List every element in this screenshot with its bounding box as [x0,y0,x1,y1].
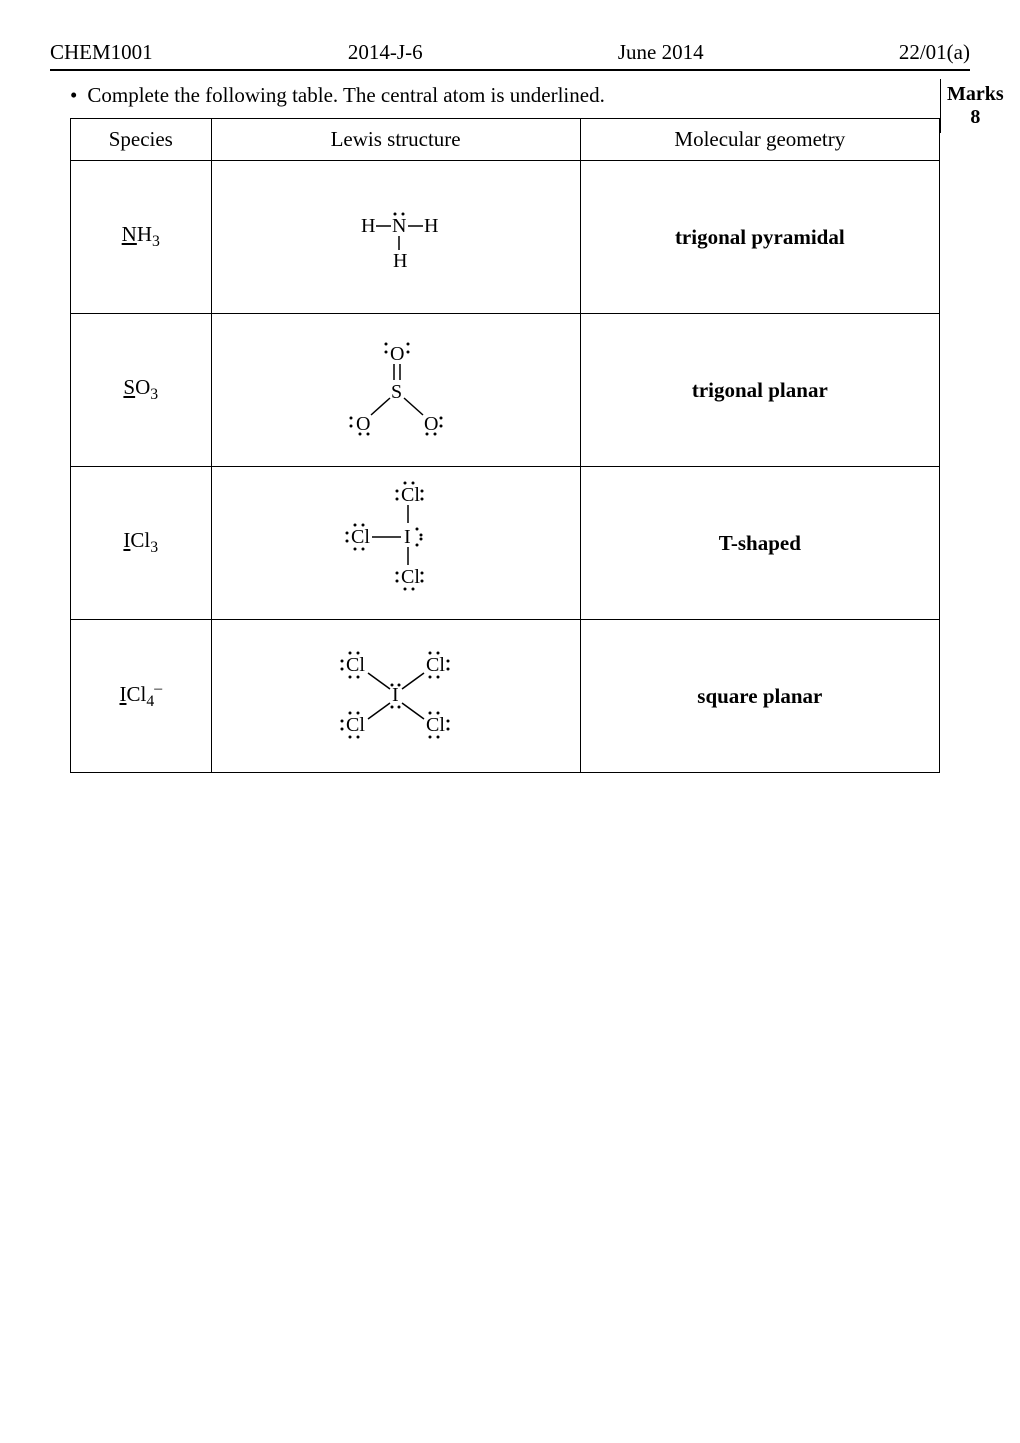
svg-text:H: H [361,215,375,237]
lewis-icl4: I Cl Cl [296,631,496,761]
species-rest: Cl [126,682,146,706]
species-central: N [122,222,137,246]
geometry-value: trigonal pyramidal [675,225,845,249]
table-row: NH3 H N H H trigonal pyramidal [71,161,940,314]
svg-text:Cl: Cl [426,714,445,736]
svg-text:O: O [424,413,438,435]
species-rest: H [137,222,152,246]
col-geometry: Molecular geometry [580,119,939,161]
lewis-so3: O S O O [316,330,476,450]
geometry-cell: square planar [580,620,939,773]
instruction-text: • Complete the following table. The centr… [50,79,940,118]
species-rest: O [135,375,150,399]
marks-box: Marks 8 [940,79,1010,133]
svg-text:O: O [356,413,370,435]
species-cell: ICl4– [71,620,212,773]
item-code: 2014-J-6 [348,40,423,65]
geometry-cell: trigonal planar [580,314,939,467]
species-cell: NH3 [71,161,212,314]
lewis-cell: H N H H [211,161,580,314]
svg-text:I: I [392,684,399,706]
svg-text:Cl: Cl [401,484,420,506]
geometry-value: T-shaped [719,531,801,555]
species-central: S [123,375,135,399]
marks-label: Marks [947,83,1004,105]
geometry-cell: trigonal pyramidal [580,161,939,314]
svg-text:N: N [392,215,406,237]
svg-text:S: S [391,381,402,403]
species-sub: 3 [152,234,160,251]
lewis-cell: Cl Cl I [211,467,580,620]
geometry-value: square planar [697,684,822,708]
col-lewis: Lewis structure [211,119,580,161]
lewis-cell: I Cl Cl [211,620,580,773]
species-rest: Cl [130,528,150,552]
svg-text:Cl: Cl [401,566,420,588]
instruction-content: Complete the following table. The centra… [87,83,604,107]
svg-text:I: I [404,526,411,548]
svg-text:Cl: Cl [346,714,365,736]
table-header-row: Species Lewis structure Molecular geomet… [71,119,940,161]
marks-value: 8 [970,106,980,128]
species-cell: ICl3 [71,467,212,620]
table-row: ICl3 Cl Cl [71,467,940,620]
svg-text:Cl: Cl [346,654,365,676]
page-header: CHEM1001 2014-J-6 June 2014 22/01(a) [50,40,970,71]
col-species: Species [71,119,212,161]
species-sub: 3 [150,387,158,404]
left-column: • Complete the following table. The centr… [50,79,940,773]
lewis-nh3: H N H H [326,192,466,282]
svg-text:H: H [393,250,407,272]
lewis-icl3: Cl Cl I [311,473,481,613]
geometry-value: trigonal planar [692,378,828,402]
content-row: • Complete the following table. The centr… [50,79,970,773]
species-cell: SO3 [71,314,212,467]
chemistry-table: Species Lewis structure Molecular geomet… [70,118,940,773]
svg-text:Cl: Cl [426,654,445,676]
table-row: ICl4– I Cl [71,620,940,773]
species-sub: 3 [150,540,158,557]
lewis-cell: O S O O [211,314,580,467]
bullet-icon: • [70,83,77,107]
exam-date: June 2014 [618,40,704,65]
page-ref: 22/01(a) [899,40,970,65]
svg-text:Cl: Cl [351,526,370,548]
species-charge: – [154,680,162,697]
course-code: CHEM1001 [50,40,153,65]
svg-text:H: H [424,215,438,237]
geometry-cell: T-shaped [580,467,939,620]
table-row: SO3 O S O [71,314,940,467]
svg-text:O: O [390,343,404,365]
